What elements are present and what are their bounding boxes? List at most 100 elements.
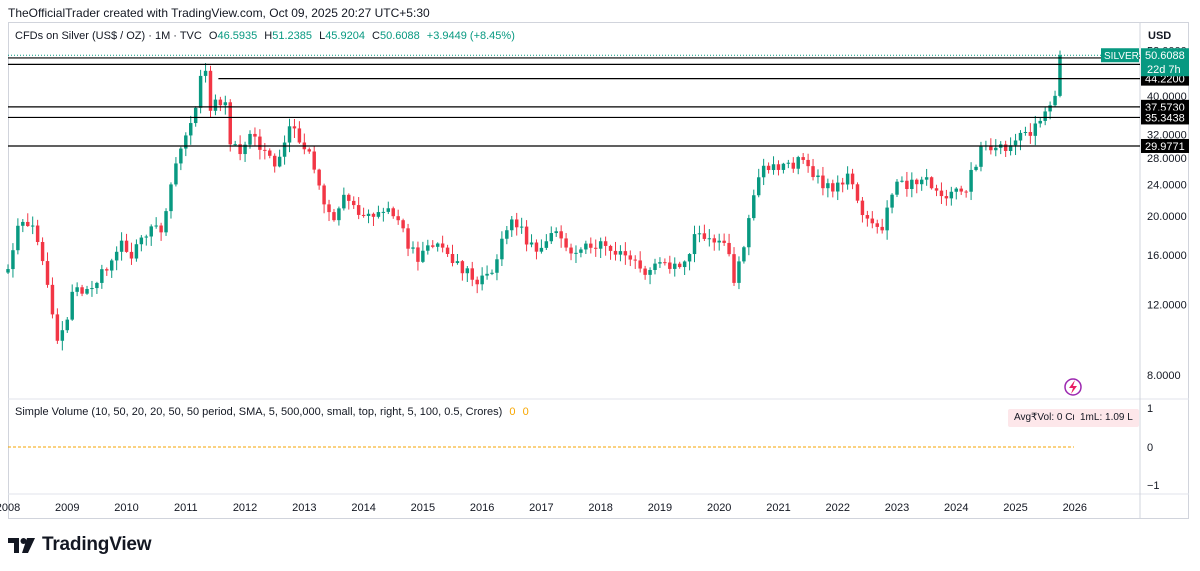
candle-body [589, 243, 593, 248]
time-tick-label: 2016 [470, 502, 494, 514]
candle-body [855, 184, 860, 201]
volume-legend[interactable]: Simple Volume (10, 50, 20, 20, 50, 50 pe… [15, 406, 529, 418]
candle-body [1018, 132, 1023, 141]
time-tick-label: 2018 [588, 502, 612, 514]
candle-body [80, 287, 84, 294]
level-label: 29.9771 [1145, 141, 1185, 153]
candle-body [994, 147, 998, 151]
candle-body [95, 282, 99, 289]
candle-body [30, 225, 35, 227]
candle-body [114, 251, 119, 261]
candle-body [440, 243, 445, 248]
candle-body [406, 228, 410, 249]
price-tick-label: 24.0000 [1147, 180, 1187, 192]
candle-body [939, 190, 944, 197]
symbol-legend[interactable]: CFDs on Silver (US$ / OZ) · 1M · TVC O46… [15, 30, 515, 42]
ml-volume-badge: 1mL: 1.09 L [1074, 409, 1139, 427]
candle-body [431, 245, 435, 247]
candle-body [747, 218, 751, 248]
candle-body [11, 250, 15, 270]
candle-body [100, 269, 104, 283]
candle-body [45, 261, 50, 285]
candle-body [184, 135, 188, 149]
high-value: 51.2385 [272, 30, 312, 42]
candle-body [1003, 144, 1008, 151]
close-value: 50.6088 [379, 30, 420, 42]
candle-body [401, 220, 405, 229]
candle-body [682, 261, 687, 268]
candle-body [954, 188, 959, 192]
candle-body [193, 107, 198, 124]
candle-body [806, 159, 810, 167]
candle-body [228, 102, 232, 145]
level-label-box [1141, 99, 1189, 114]
candle-body [959, 188, 963, 192]
change-value: +3.9449 (+8.45%) [426, 30, 515, 42]
low-label: L [319, 30, 326, 42]
candle-body [85, 288, 89, 294]
candle-body [628, 255, 633, 260]
candle-body [752, 195, 756, 219]
volume-value-2: 0 [522, 406, 529, 418]
candle-body [663, 262, 667, 264]
time-tick-label: 2011 [174, 502, 198, 514]
candle-body [450, 253, 455, 264]
candle-body [455, 261, 460, 264]
candle-body [1043, 111, 1047, 121]
candle-body [287, 126, 292, 143]
candle-body [638, 260, 642, 269]
tradingview-logo[interactable]: TradingView [8, 534, 152, 556]
candle-body [213, 99, 218, 111]
last-price-box [1141, 48, 1189, 77]
candle-body [677, 263, 682, 268]
candle-body [351, 200, 356, 206]
candle-body [564, 238, 568, 248]
candle-body [65, 319, 69, 331]
time-tick-label: 2023 [885, 502, 909, 514]
symbol-tag-box [1101, 48, 1139, 63]
level-label: 44.2200 [1145, 74, 1185, 86]
candle-body [737, 261, 741, 283]
candle-body [687, 254, 692, 262]
time-tick-label: 2012 [233, 502, 257, 514]
candle-body [791, 162, 796, 169]
candle-body [673, 263, 677, 269]
candle-body [124, 240, 129, 252]
candle-body [924, 177, 929, 180]
candle-body [796, 157, 800, 169]
avg-volume-badge: Avg₹Vol: 0 Cr [1008, 409, 1082, 427]
candle-body [233, 144, 237, 146]
candle-body [317, 169, 321, 186]
time-tick-label: 2015 [411, 502, 435, 514]
candle-body [149, 226, 153, 237]
candle-body [633, 259, 637, 261]
candle-body [376, 212, 381, 217]
candle-body [524, 226, 529, 245]
candle-body [21, 221, 25, 226]
candle-body [569, 247, 573, 254]
lightning-bolt [1069, 380, 1077, 394]
candle-body [692, 234, 697, 255]
candle-body [16, 225, 20, 251]
candle-body [238, 144, 242, 155]
candle-body [243, 144, 247, 155]
candle-body [722, 240, 726, 243]
candle-body [223, 102, 228, 106]
candle-body [396, 216, 400, 221]
candle-body [1033, 123, 1038, 136]
candle-body [258, 136, 262, 150]
candle-body [134, 244, 139, 259]
candle-body [282, 142, 287, 157]
price-tick-label: 32.0000 [1147, 130, 1187, 142]
symbol-name: CFDs on Silver (US$ / OZ) · 1M · TVC [15, 30, 202, 42]
candle-body [164, 211, 168, 233]
candle-body [480, 275, 484, 285]
candle-body [623, 251, 628, 256]
candle-body [761, 165, 766, 178]
candle-body [964, 191, 968, 193]
candle-body [648, 269, 652, 275]
candle-body [658, 262, 662, 264]
candle-body [381, 211, 386, 213]
currency-label[interactable]: USD [1148, 30, 1172, 42]
